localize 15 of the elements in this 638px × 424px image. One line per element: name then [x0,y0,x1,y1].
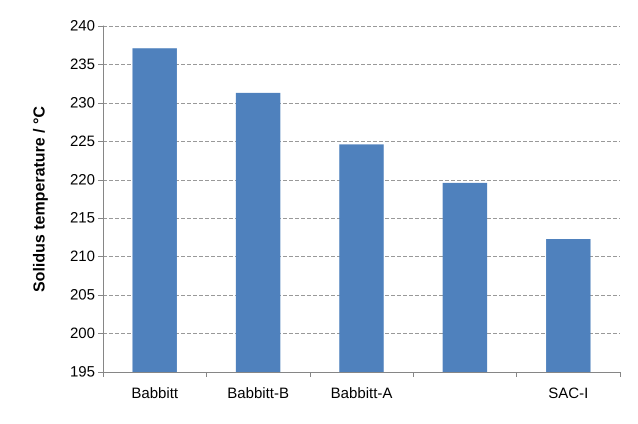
y-tick-label: 240 [70,18,95,34]
y-tick-label: 205 [70,286,95,304]
y-tick-label: 210 [70,248,95,266]
y-tick-label: 195 [70,364,95,380]
y-tick-label: 215 [70,210,95,227]
y-tick-label: 200 [70,325,95,342]
x-tick-label: Babbitt [131,385,179,402]
y-tick-label: 230 [70,94,95,112]
y-tick-label: 235 [70,56,95,73]
x-tick-label: SAC-I [548,385,588,402]
y-axis-title: Solidus temperature / °C [32,106,48,292]
x-tick-label: Babbitt-A [330,385,392,402]
y-tick-label: 225 [70,132,95,150]
x-tick-label: Babbitt-B [227,385,289,402]
y-tick-label: 220 [70,171,95,188]
